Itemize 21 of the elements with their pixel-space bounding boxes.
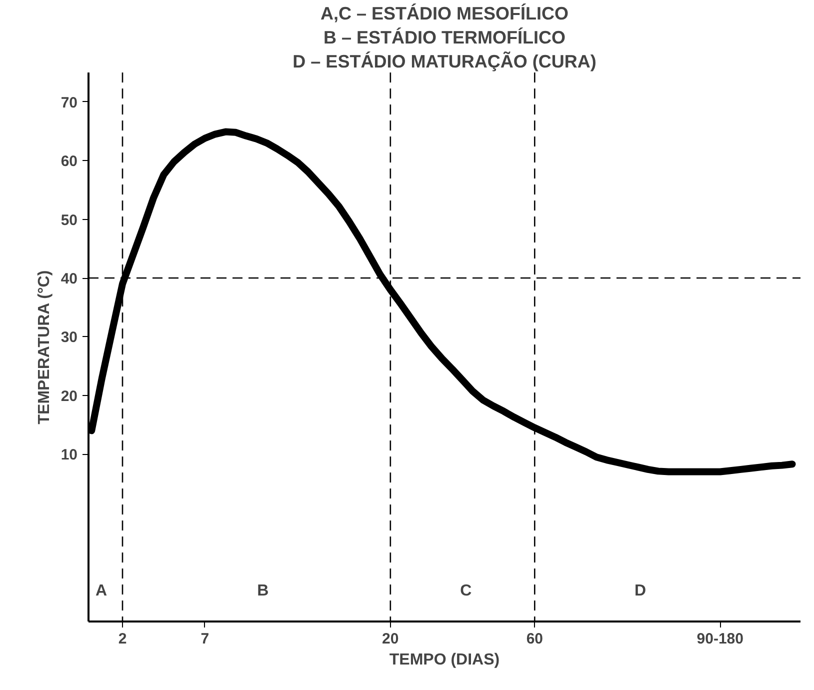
x-tick-label: 7 bbox=[200, 630, 210, 648]
annotation: C bbox=[460, 582, 472, 600]
x-axis-title: TEMPO (DIAS) bbox=[389, 652, 500, 668]
y-tick-label: 30 bbox=[60, 329, 78, 346]
x-tick-label: 2 bbox=[118, 630, 127, 648]
y-tick-label: 10 bbox=[60, 446, 78, 464]
y-tick-label: 50 bbox=[60, 212, 78, 229]
text: A,C – ESTÁDIO MESOFÍLICO bbox=[320, 4, 569, 24]
text: B – ESTÁDIO TERMOFÍLICO bbox=[323, 28, 566, 48]
y-tick-label: 60 bbox=[60, 153, 78, 170]
y-tick-label: 70 bbox=[60, 94, 78, 112]
x-tick-label: 90-180 bbox=[696, 630, 744, 648]
y-axis-title: TEMPERATURA (°C) bbox=[36, 270, 53, 424]
x-tick-label: 60 bbox=[526, 630, 544, 648]
y-tick-label: 40 bbox=[60, 270, 78, 288]
annotation: D bbox=[634, 582, 646, 600]
y-tick-label: 20 bbox=[60, 388, 78, 405]
x-tick-label: 20 bbox=[382, 630, 399, 648]
annotation: A bbox=[96, 582, 108, 600]
annotation: B bbox=[257, 582, 269, 600]
text: D – ESTÁDIO MATURAÇÃO (CURA) bbox=[292, 50, 596, 72]
